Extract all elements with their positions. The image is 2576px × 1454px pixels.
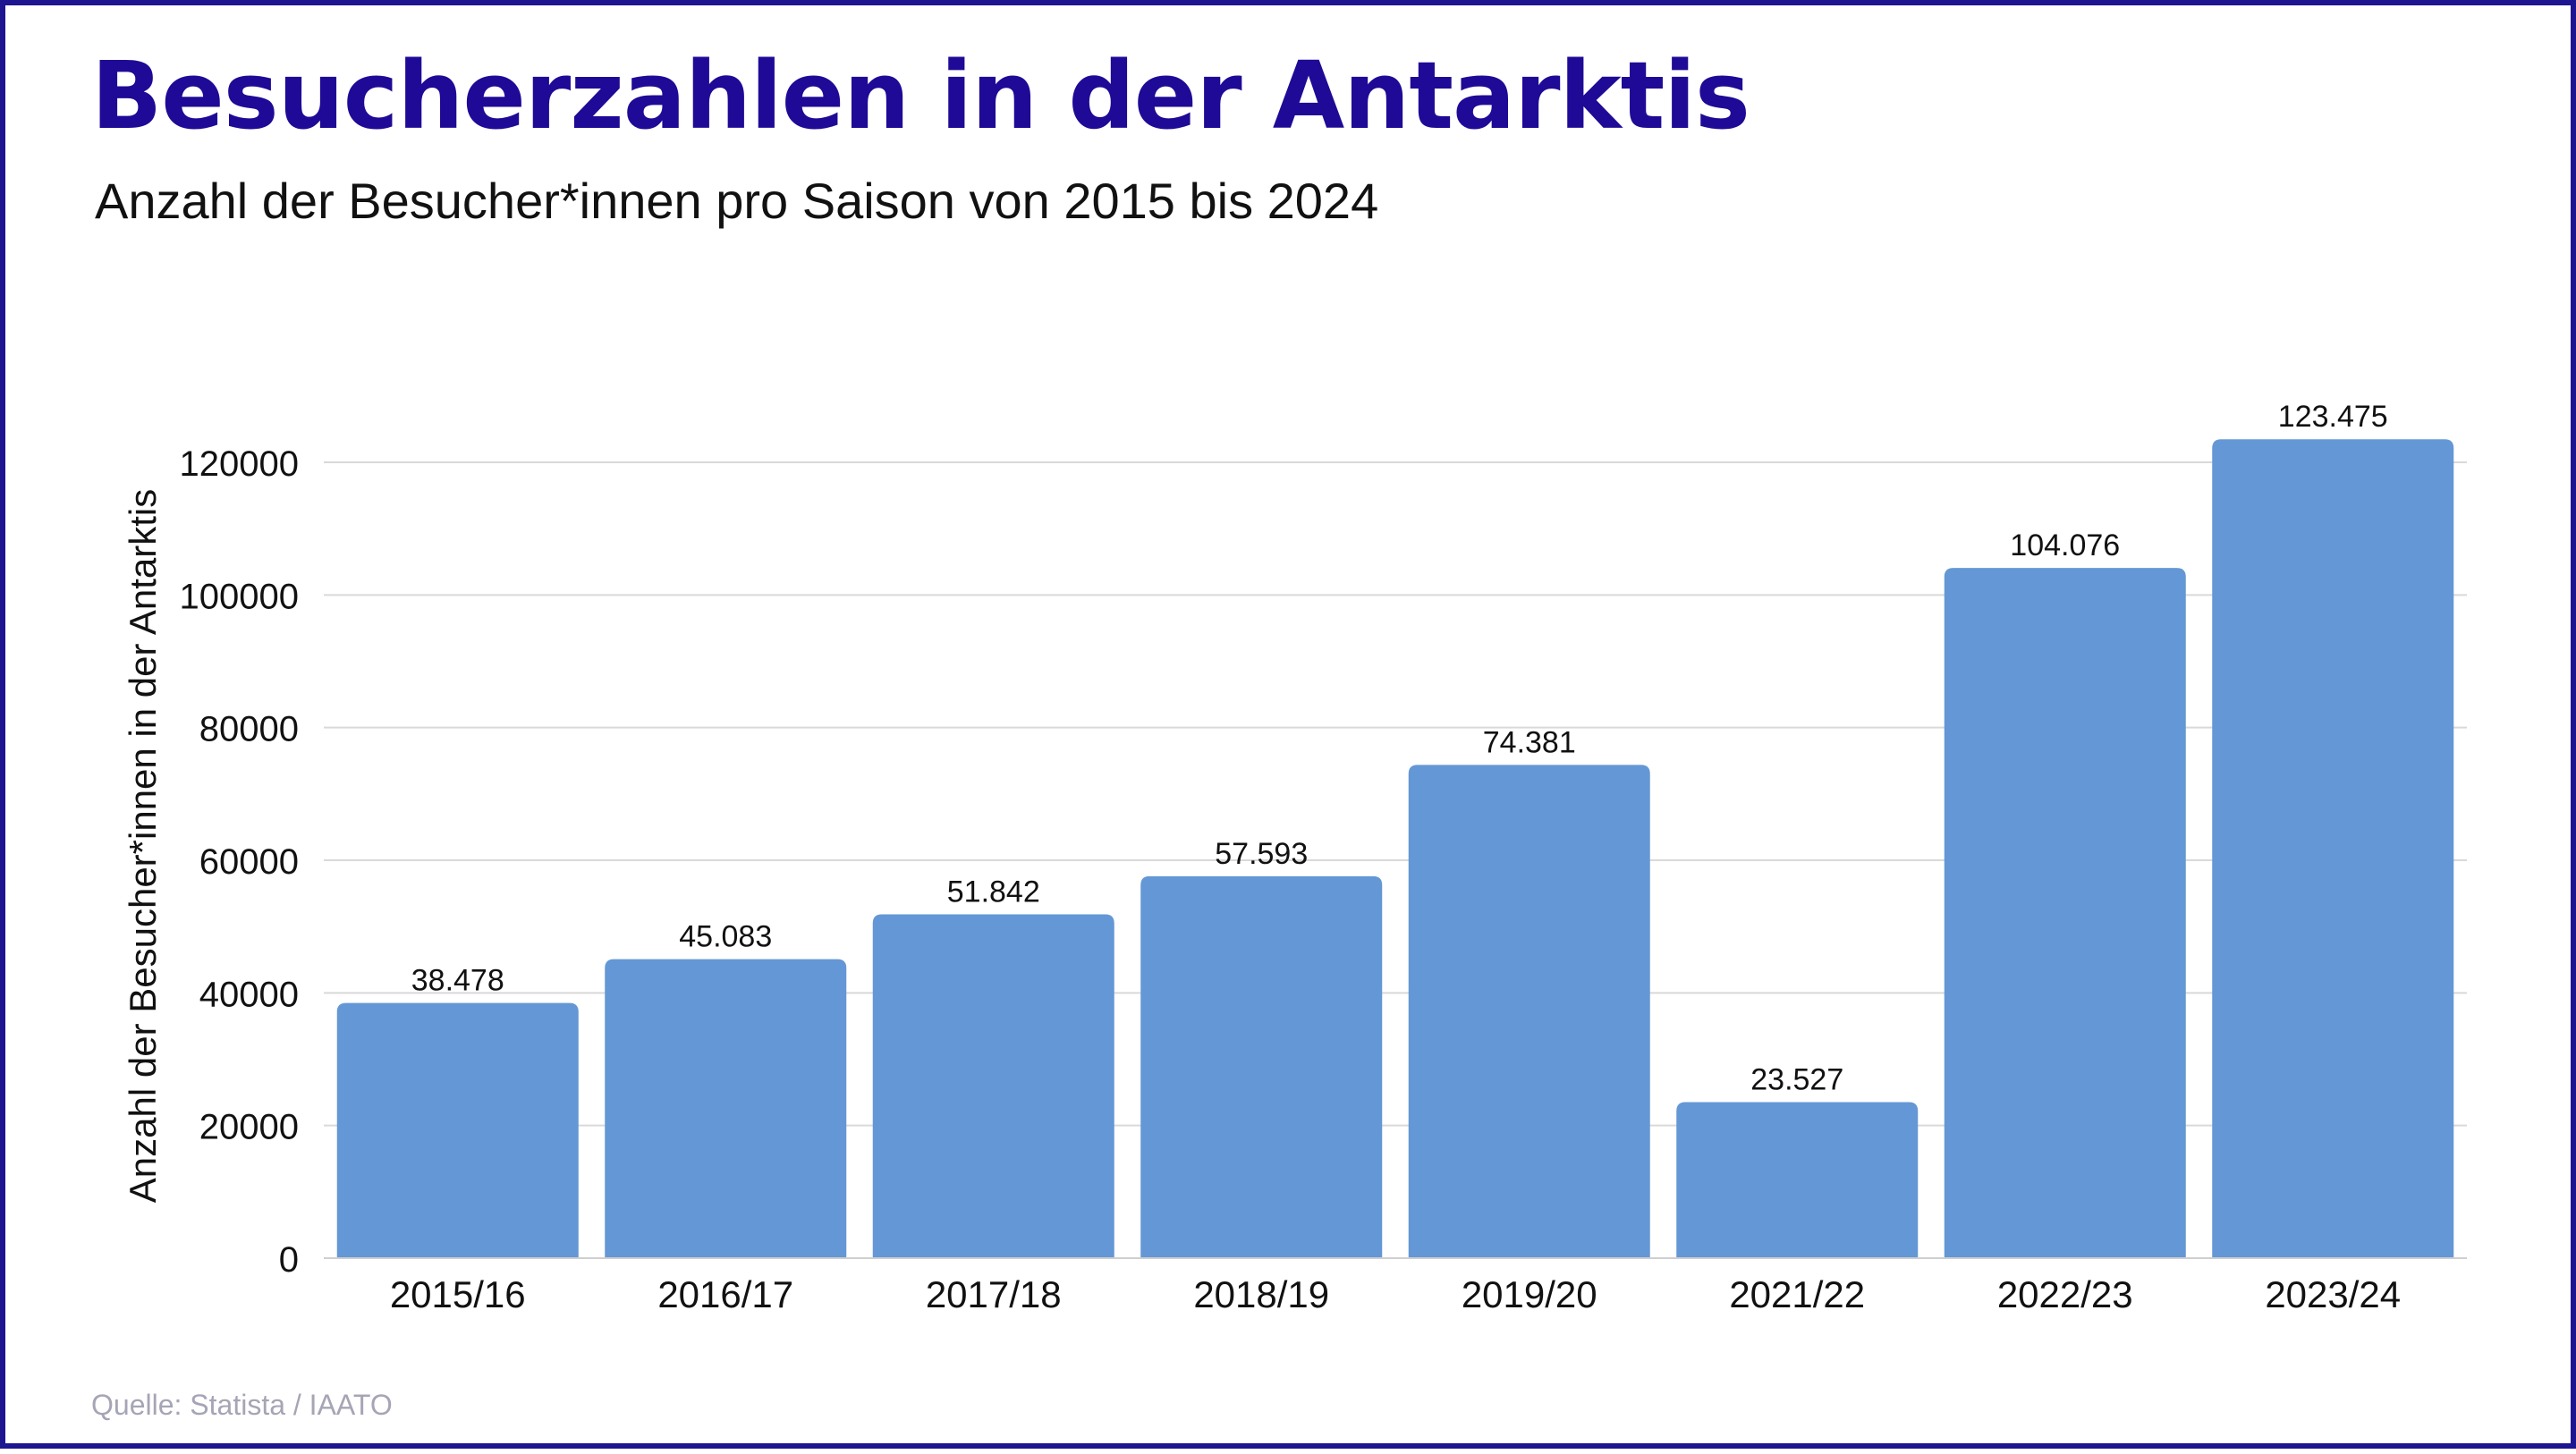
y-tick-label: 80000 <box>199 710 299 749</box>
x-tick-label: 2016/17 <box>657 1273 793 1315</box>
x-tick-label: 2015/16 <box>390 1273 526 1315</box>
bar <box>605 959 847 1258</box>
y-axis-label: Anzahl der Besucher*innen in der Antarkt… <box>122 489 164 1203</box>
source-note: Quelle: Statista / IAATO <box>91 1389 393 1421</box>
x-tick-label: 2021/22 <box>1729 1273 1865 1315</box>
x-tick-label: 2018/19 <box>1193 1273 1329 1315</box>
bar <box>1944 568 2186 1258</box>
y-tick-label: 0 <box>279 1240 299 1280</box>
x-tick-label: 2017/18 <box>926 1273 1062 1315</box>
data-label: 38.478 <box>411 964 504 998</box>
x-tick-label: 2022/23 <box>1997 1273 2133 1315</box>
x-tick-label: 2023/24 <box>2265 1273 2401 1315</box>
bar <box>1676 1102 1919 1258</box>
bar <box>1408 765 1650 1258</box>
data-label: 45.083 <box>679 920 772 954</box>
y-tick-label: 100000 <box>180 577 299 616</box>
bar <box>2212 439 2454 1259</box>
y-tick-label: 60000 <box>199 842 299 882</box>
y-tick-label: 40000 <box>199 975 299 1014</box>
bar-chart: 0 20000 40000 60000 80000 100000 120000 38.478 2… <box>122 400 2467 1315</box>
data-label: 104.076 <box>2010 528 2120 562</box>
bar <box>336 1002 579 1258</box>
bar <box>1140 875 1383 1258</box>
data-label: 51.842 <box>947 875 1040 909</box>
x-tick-label: 2019/20 <box>1462 1273 1597 1315</box>
data-label: 74.381 <box>1483 725 1576 759</box>
bar <box>872 914 1114 1258</box>
data-label: 123.475 <box>2278 400 2388 434</box>
data-label: 23.527 <box>1750 1063 1843 1097</box>
data-label: 57.593 <box>1215 837 1308 871</box>
y-tick-label: 20000 <box>199 1108 299 1147</box>
chart-subtitle: Anzahl der Besucher*innen pro Saison von… <box>95 173 1379 229</box>
chart-title: Besucherzahlen in der Antarktis <box>91 41 1750 150</box>
y-tick-label: 120000 <box>180 444 299 484</box>
